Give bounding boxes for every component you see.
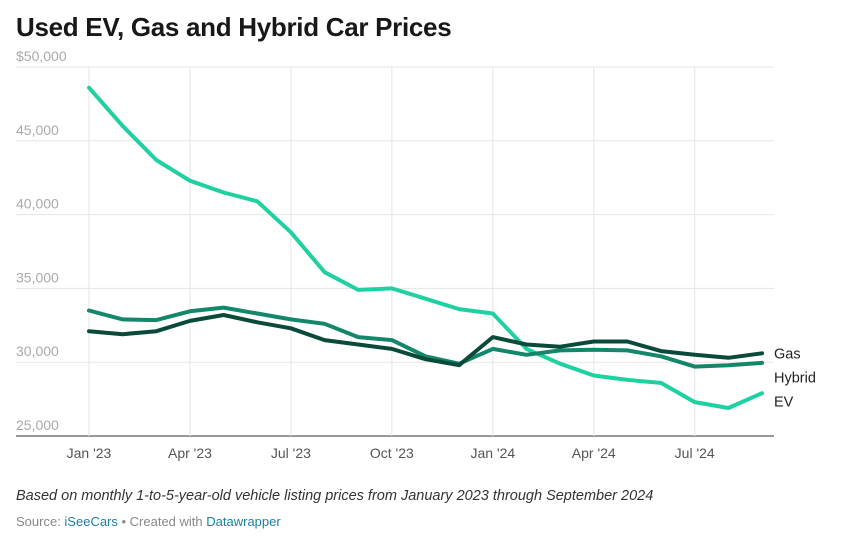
grid-lines (16, 66, 774, 437)
source-prefix: Source: (16, 514, 65, 529)
source-line: Source: iSeeCars • Created with Datawrap… (16, 514, 281, 529)
datawrapper-link[interactable]: Datawrapper (206, 514, 281, 529)
x-tick-label: Jul '24 (675, 445, 715, 461)
x-tick-label: Jan '24 (470, 445, 515, 461)
x-tick-label: Apr '24 (572, 445, 616, 461)
series-line-ev (87, 85, 764, 410)
series-label-hybrid: Hybrid (774, 370, 816, 386)
y-tick-label: 30,000 (16, 343, 59, 359)
x-tick-label: Jan '23 (67, 445, 112, 461)
y-tick-label: $50,000 (16, 48, 67, 64)
y-tick-label: 35,000 (16, 269, 59, 285)
line-chart: $50,000 45,000 40,000 35,000 30,000 25,000 Ja… (16, 48, 816, 461)
y-tick-label: 45,000 (16, 122, 59, 138)
series-line-gas (87, 313, 764, 368)
series-label-gas: Gas (774, 346, 801, 362)
y-axis: $50,000 45,000 40,000 35,000 30,000 25,000 (16, 48, 67, 433)
series-label-ev: EV (774, 394, 794, 410)
series-lines (87, 85, 764, 410)
series-line-hybrid (87, 305, 764, 369)
series-labels: Gas Hybrid EV (774, 346, 816, 410)
chart-title: Used EV, Gas and Hybrid Car Prices (16, 12, 452, 42)
x-tick-label: Oct '23 (370, 445, 414, 461)
y-tick-label: 25,000 (16, 417, 59, 433)
source-separator: • Created with (117, 514, 207, 529)
source-link[interactable]: iSeeCars (64, 514, 118, 529)
x-tick-label: Jul '23 (271, 445, 311, 461)
x-axis: Jan '23 Apr '23 Jul '23 Oct '23 Jan '24 Apr '… (67, 445, 715, 461)
chart-note: Based on monthly 1-to-5-year-old vehicle… (16, 488, 654, 504)
x-tick-label: Apr '23 (168, 445, 212, 461)
y-tick-label: 40,000 (16, 196, 59, 212)
